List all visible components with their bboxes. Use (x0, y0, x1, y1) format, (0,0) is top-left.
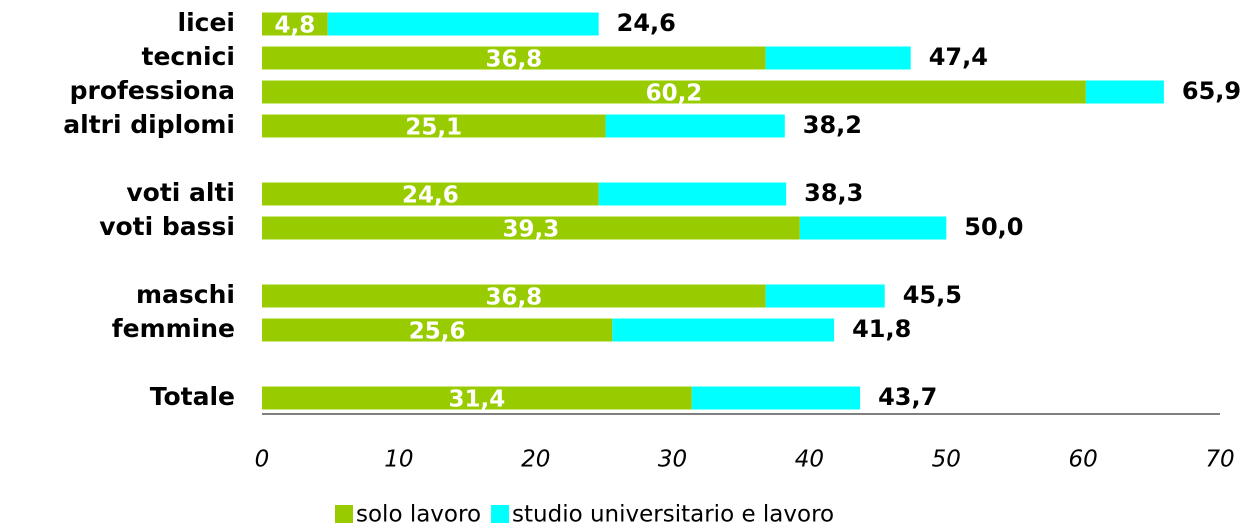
category-label: voti alti (126, 178, 235, 207)
value-label: 36,8 (485, 47, 542, 73)
value-label: 25,1 (405, 115, 462, 141)
bar-segment (327, 12, 599, 36)
bar-segment (612, 318, 835, 342)
bar-segment (262, 318, 613, 342)
bar-segment (262, 12, 328, 36)
total-label: 41,8 (852, 315, 911, 343)
value-label: 36,8 (485, 285, 542, 311)
total-label: 38,2 (803, 111, 862, 139)
bar-segment (262, 216, 800, 240)
category-label: maschi (136, 280, 235, 309)
bar-segment (598, 182, 787, 206)
bar-segment (765, 284, 885, 308)
value-label: 39,3 (503, 217, 560, 243)
bar-segment (605, 114, 785, 138)
total-label: 65,9 (1182, 77, 1241, 105)
value-label: 60,2 (646, 81, 703, 107)
category-label: licei (178, 8, 235, 37)
x-tick-label: 0 (255, 447, 270, 473)
category-label: altri diplomi (63, 110, 235, 139)
x-tick-label: 40 (795, 447, 824, 473)
total-label: 24,6 (617, 9, 676, 37)
legend-swatch (335, 505, 353, 523)
x-tick-label: 20 (521, 447, 550, 473)
total-label: 43,7 (878, 383, 937, 411)
bar-segment (691, 386, 861, 410)
value-label: 31,4 (448, 387, 505, 413)
bar-segment (262, 182, 599, 206)
value-label: 25,6 (409, 319, 466, 345)
bar-segment (1085, 80, 1164, 104)
legend-label: studio universitario e lavoro (512, 502, 834, 528)
x-tick-label: 30 (658, 447, 687, 473)
total-label: 47,4 (929, 43, 988, 71)
bar-segment (262, 386, 692, 410)
x-tick-label: 50 (932, 447, 961, 473)
x-tick-label: 60 (1069, 447, 1098, 473)
category-label: professiona (70, 76, 235, 105)
bar-segment (765, 46, 911, 70)
bar-segment (262, 284, 766, 308)
x-tick-label: 70 (1205, 447, 1234, 473)
category-label: Totale (150, 382, 235, 411)
total-label: 50,0 (964, 213, 1023, 241)
legend-swatch (491, 505, 510, 523)
bar-segment (262, 46, 766, 70)
bar-segment (799, 216, 947, 240)
bar-segment (262, 80, 1086, 104)
bar-segment (262, 114, 606, 138)
total-label: 38,3 (804, 179, 863, 207)
value-label: 4,8 (274, 13, 315, 39)
category-label: femmine (112, 314, 235, 343)
total-label: 45,5 (903, 281, 962, 309)
category-label: tecnici (142, 42, 235, 71)
category-label: voti bassi (99, 212, 235, 241)
value-label: 24,6 (402, 183, 459, 209)
x-tick-label: 10 (384, 447, 413, 473)
legend-label: solo lavoro (356, 502, 481, 528)
